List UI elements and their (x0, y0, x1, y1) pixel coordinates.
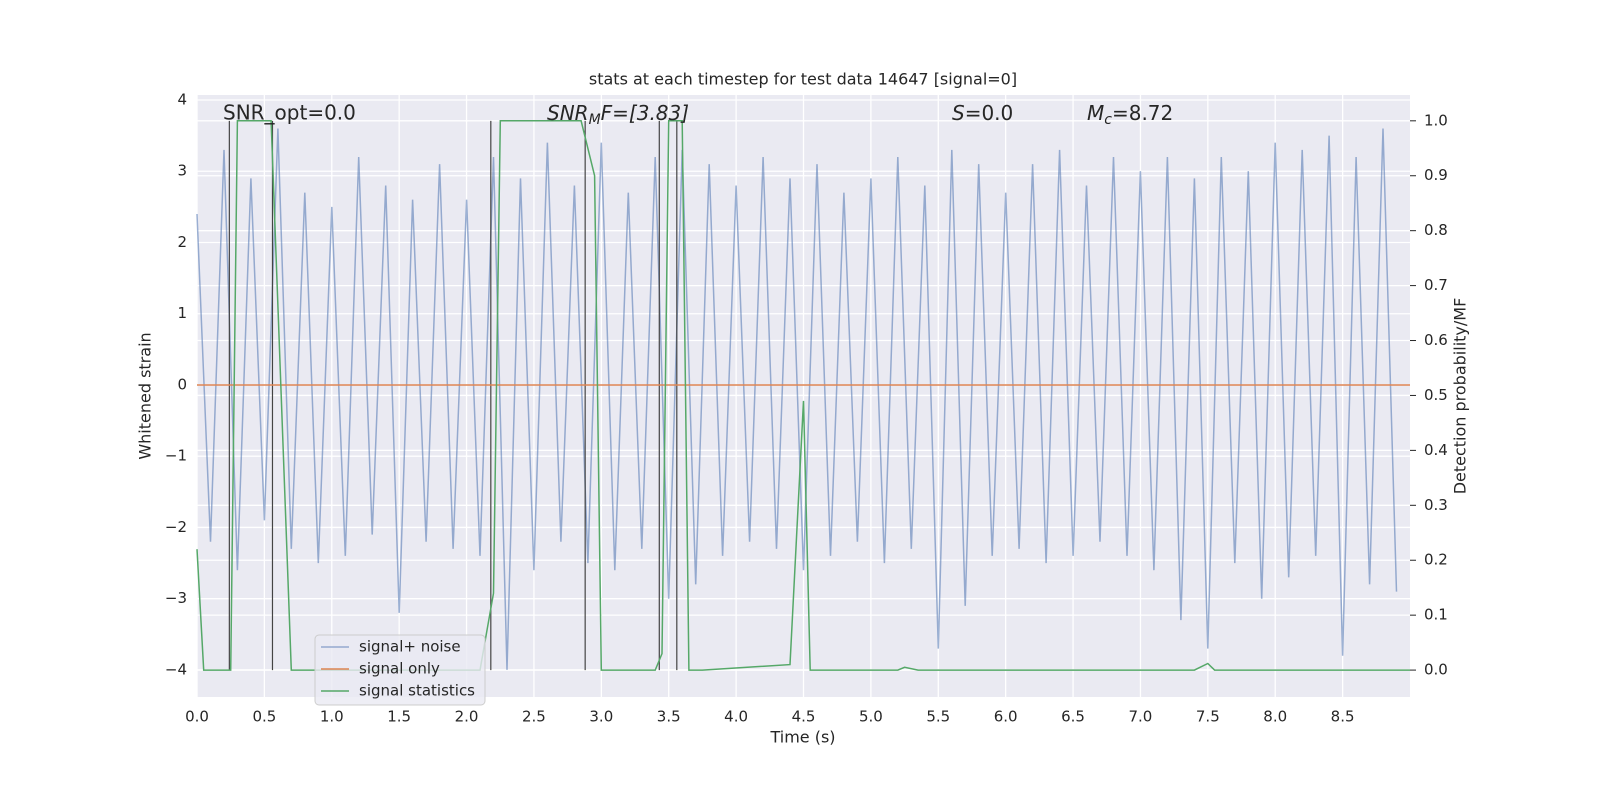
y2-tick-label: 0.5 (1424, 386, 1448, 404)
y2-tick-label: 0.7 (1424, 276, 1448, 294)
annotation-part: S (952, 101, 965, 125)
y-tick-label: −4 (165, 660, 187, 678)
y2-tick-label: 0.3 (1424, 496, 1448, 514)
legend-label: signal statistics (359, 682, 475, 700)
x-tick-label: 1.0 (320, 708, 344, 726)
x-tick-label: 3.0 (589, 708, 613, 726)
legend: signal+ noise signal only signal statistic… (314, 634, 486, 706)
x-tick-label: 5.5 (926, 708, 950, 726)
x-tick-label: 2.0 (455, 708, 479, 726)
y2-tick-label: 0.8 (1424, 221, 1448, 239)
x-tick-label: 0.0 (185, 708, 209, 726)
x-tick-label: 1.5 (387, 708, 411, 726)
annotation-part: c (1104, 112, 1112, 128)
y-tick-label: 0 (177, 375, 187, 393)
y2-axis-label: Detection probability/MF (1451, 298, 1470, 495)
annotation: S=0.0 (952, 101, 1013, 125)
annotation-part: F=[3.83] (601, 101, 689, 125)
annotation-part: M (1087, 101, 1104, 125)
legend-label: signal+ noise (359, 638, 461, 656)
annotation: SNR_opt=0.0 (223, 101, 356, 125)
x-tick-label: 4.0 (724, 708, 748, 726)
y-tick-label: −2 (165, 518, 187, 536)
series-line (196, 120, 1410, 671)
x-tick-label: 7.5 (1196, 708, 1220, 726)
x-tick-label: 0.5 (252, 708, 276, 726)
annotation-part: =8.72 (1112, 101, 1173, 125)
x-tick-label: 8.5 (1331, 708, 1355, 726)
y2-tick-label: 0.9 (1424, 166, 1448, 184)
x-tick-label: 6.0 (994, 708, 1018, 726)
y-tick-label: −3 (165, 589, 187, 607)
y-tick-label: 3 (177, 162, 187, 180)
x-tick-label: 4.5 (792, 708, 816, 726)
x-axis-label: Time (s) (769, 728, 835, 747)
annotation: Mc=8.72 (1087, 101, 1173, 129)
annotation-part: =0.0 (965, 101, 1014, 125)
y-tick-label: 2 (177, 233, 187, 251)
y2-tick-label: 0.2 (1424, 551, 1448, 569)
y-tick-label: 1 (177, 304, 187, 322)
y-tick-label: −1 (165, 447, 187, 465)
y2-tick-label: 0.0 (1424, 661, 1448, 679)
y2-tick-label: 1.0 (1424, 111, 1448, 129)
annotation-part: SNR (547, 101, 589, 125)
marks (196, 120, 1410, 671)
y2-tick-label: 0.4 (1424, 441, 1448, 459)
legend-box (314, 634, 486, 706)
chart-title: stats at each timestep for test data 146… (589, 70, 1017, 89)
y-axis-label: Whitened strain (136, 332, 155, 459)
annotation: SNRMF=[3.83] (547, 101, 689, 129)
y2-tick-label: 0.6 (1424, 331, 1448, 349)
x-tick-label: 3.5 (657, 708, 681, 726)
series-line (196, 128, 1398, 670)
x-tick-label: 2.5 (522, 708, 546, 726)
annotation-part: M (589, 112, 601, 128)
legend-label: signal only (359, 660, 440, 678)
y-tick-label: 4 (177, 90, 187, 108)
x-tick-label: 5.0 (859, 708, 883, 726)
y2-tick-label: 0.1 (1424, 606, 1448, 624)
x-tick-label: 6.5 (1061, 708, 1085, 726)
x-tick-label: 7.0 (1129, 708, 1153, 726)
x-tick-label: 8.0 (1263, 708, 1287, 726)
